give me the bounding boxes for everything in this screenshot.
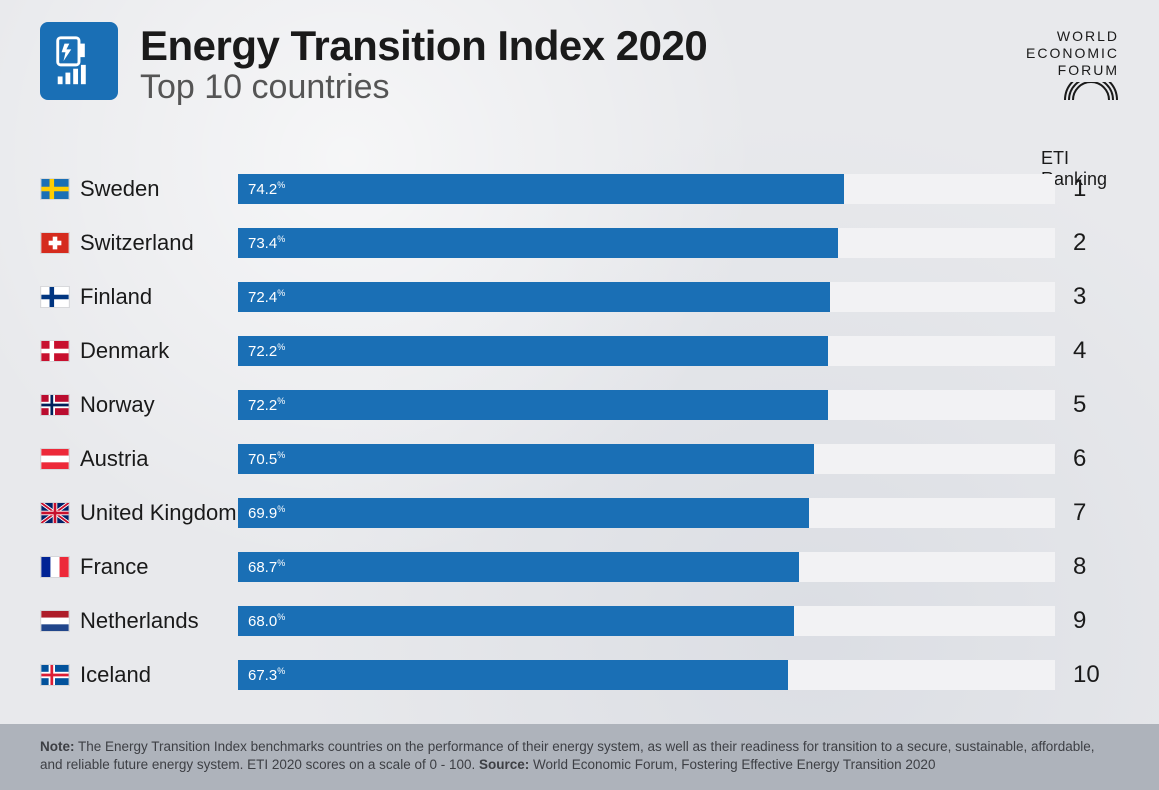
bar-fill: 67.3%: [238, 660, 788, 690]
flag-icon: [40, 178, 70, 200]
chart-row: Austria 70.5% 6: [40, 435, 1119, 482]
country-name: Iceland: [70, 662, 238, 688]
chart-row: France 68.7% 8: [40, 543, 1119, 590]
wef-text-line3: FORUM: [1026, 62, 1119, 79]
eti-logo-icon: [40, 22, 118, 100]
flag-icon: [40, 556, 70, 578]
rank-number: 5: [1073, 391, 1119, 419]
rank-number: 7: [1073, 499, 1119, 527]
rank-number: 8: [1073, 553, 1119, 581]
bar-fill: 74.2%: [238, 174, 844, 204]
bar-fill: 68.0%: [238, 606, 794, 636]
chart-row: Denmark 72.2% 4: [40, 327, 1119, 374]
bar-value: 72.2%: [248, 396, 285, 414]
bar-fill: 73.4%: [238, 228, 838, 258]
chart-row: United Kingdom 69.9% 7: [40, 489, 1119, 536]
chart-row: Sweden 74.2% 1: [40, 165, 1119, 212]
bar-track: 70.5%: [238, 444, 1055, 474]
chart-row: Switzerland 73.4% 2: [40, 219, 1119, 266]
rank-number: 10: [1073, 661, 1119, 689]
wef-text-line2: ECONOMIC: [1026, 45, 1119, 62]
bar-value: 70.5%: [248, 450, 285, 468]
rank-number: 6: [1073, 445, 1119, 473]
flag-icon: [40, 340, 70, 362]
chart-row: Netherlands 68.0% 9: [40, 597, 1119, 644]
country-name: Finland: [70, 284, 238, 310]
footer-note: Note: The Energy Transition Index benchm…: [0, 724, 1159, 790]
bar-value: 69.9%: [248, 504, 285, 522]
bar-fill: 70.5%: [238, 444, 814, 474]
bar-track: 68.7%: [238, 552, 1055, 582]
rank-number: 3: [1073, 283, 1119, 311]
country-name: Norway: [70, 392, 238, 418]
wef-arc-icon: [1063, 82, 1119, 102]
country-name: France: [70, 554, 238, 580]
country-name: Denmark: [70, 338, 238, 364]
page-title: Energy Transition Index 2020: [140, 22, 1026, 70]
bar-track: 72.4%: [238, 282, 1055, 312]
rank-number: 9: [1073, 607, 1119, 635]
chart-row: Finland 72.4% 3: [40, 273, 1119, 320]
header: Energy Transition Index 2020 Top 10 coun…: [0, 0, 1159, 117]
country-name: Switzerland: [70, 230, 238, 256]
ranking-header-line1: ETI: [1041, 148, 1107, 169]
bar-track: 69.9%: [238, 498, 1055, 528]
flag-icon: [40, 232, 70, 254]
bar-value: 74.2%: [248, 180, 285, 198]
bar-value: 72.2%: [248, 342, 285, 360]
country-name: Sweden: [70, 176, 238, 202]
chart-row: Norway 72.2% 5: [40, 381, 1119, 428]
rank-number: 4: [1073, 337, 1119, 365]
bar-fill: 72.2%: [238, 390, 828, 420]
bar-fill: 72.4%: [238, 282, 830, 312]
country-name: Austria: [70, 446, 238, 472]
bar-value: 68.0%: [248, 612, 285, 630]
bar-track: 67.3%: [238, 660, 1055, 690]
chart-row: Iceland 67.3% 10: [40, 651, 1119, 698]
flag-icon: [40, 610, 70, 632]
bar-track: 68.0%: [238, 606, 1055, 636]
note-label: Note:: [40, 739, 75, 754]
bar-track: 74.2%: [238, 174, 1055, 204]
wef-text-line1: WORLD: [1026, 28, 1119, 45]
bar-value: 73.4%: [248, 234, 285, 252]
flag-icon: [40, 394, 70, 416]
bar-track: 72.2%: [238, 390, 1055, 420]
flag-icon: [40, 286, 70, 308]
bar-fill: 68.7%: [238, 552, 799, 582]
bar-track: 73.4%: [238, 228, 1055, 258]
bar-track: 72.2%: [238, 336, 1055, 366]
wef-logo: WORLD ECONOMIC FORUM: [1026, 22, 1119, 106]
flag-icon: [40, 502, 70, 524]
chart: Sweden 74.2% 1 Switzerland 73.4% 2 Finla…: [0, 165, 1159, 698]
source-label: Source:: [479, 757, 529, 772]
page-subtitle: Top 10 countries: [140, 68, 1026, 107]
bar-value: 67.3%: [248, 666, 285, 684]
flag-icon: [40, 664, 70, 686]
bar-fill: 69.9%: [238, 498, 809, 528]
source-text: World Economic Forum, Fostering Effectiv…: [529, 757, 935, 772]
flag-icon: [40, 448, 70, 470]
bar-value: 68.7%: [248, 558, 285, 576]
bar-fill: 72.2%: [238, 336, 828, 366]
rank-number: 2: [1073, 229, 1119, 257]
country-name: Netherlands: [70, 608, 238, 634]
bar-value: 72.4%: [248, 288, 285, 306]
country-name: United Kingdom: [70, 500, 238, 526]
